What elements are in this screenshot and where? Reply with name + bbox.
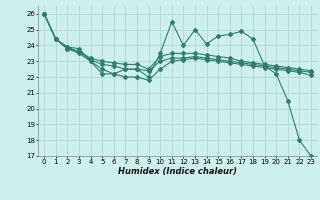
X-axis label: Humidex (Indice chaleur): Humidex (Indice chaleur) xyxy=(118,167,237,176)
